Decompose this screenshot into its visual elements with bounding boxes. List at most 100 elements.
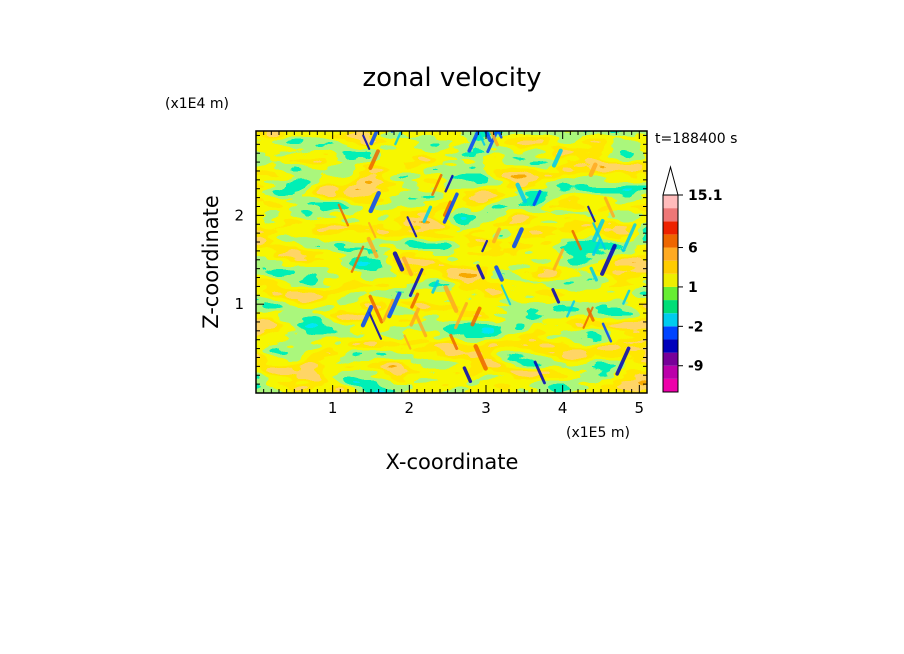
wave-streak [337,203,350,227]
wave-streak [481,239,489,253]
wave-streak [368,149,380,171]
wave-streak [470,306,482,327]
colorbar-segment [663,378,678,392]
wave-streak [588,162,598,178]
wave-streak [603,196,615,218]
colorbar-segment [663,326,678,340]
wave-streak [422,205,433,224]
wave-streak [552,248,565,271]
wave-streak [368,294,384,324]
wave-streak [551,288,561,304]
colorbar-segment [663,234,678,248]
colorbar-segment [663,260,678,274]
wave-streak [571,229,583,251]
y-axis-ticks: 12 [234,134,647,385]
y-axis-label: Z-coordinate [199,195,223,329]
wave-streak [462,366,473,384]
colorbar: 15.1 6 1 -2 -9 [662,165,723,393]
wave-streak [532,189,542,207]
wave-streak [403,334,412,350]
colorbar-label: 15.1 [688,188,723,204]
wave-streak [515,182,528,204]
contour-field [256,131,647,393]
wave-streak [406,216,418,238]
wave-streak [444,174,454,193]
wave-streak [600,243,617,276]
x-tick-label: 4 [558,399,568,417]
y-unit-label: (x1E4 m) [165,96,229,112]
wave-streak [621,223,637,253]
colorbar-segment [663,208,678,222]
wave-streak [382,298,395,323]
wave-streak [476,264,485,280]
wave-streak [473,344,488,371]
x-tick-label: 2 [405,399,415,417]
colorbar-segment [663,313,678,327]
wave-streak [500,284,512,306]
x-unit-label: (x1E5 m) [566,425,630,441]
y-tick-label: 2 [234,206,244,224]
x-axis-ticks: 1 2 3 4 5 [263,131,648,417]
wave-streak [362,134,371,150]
colorbar-segment [663,352,678,366]
wave-streak [592,218,605,242]
y-tick-label: 1 [234,295,244,313]
wave-streak [414,312,428,338]
x-tick-label: 1 [328,399,338,417]
colorbar-label: -9 [688,359,704,375]
wave-streak [401,256,414,277]
wave-streak [601,322,613,343]
wave-streak [492,227,502,244]
wave-streak [511,227,524,249]
wave-streak [431,173,443,196]
wave-streak [366,236,379,259]
wave-streak [497,131,503,139]
wave-streak [489,131,499,147]
wave-streak [392,251,405,272]
wave-streak [360,304,374,328]
wave-streak [592,222,606,250]
x-tick-label: 5 [635,399,645,417]
colorbar-segment [663,247,678,261]
wave-streak [368,311,383,340]
colorbar-segment [663,339,678,353]
colorbar-segment [663,221,678,235]
wave-streak [582,306,594,329]
wave-streak [368,222,377,239]
wave-streak [394,131,403,146]
wave-streak [533,360,546,385]
colorbar-segment [663,273,678,287]
chart-title: zonal velocity [362,63,541,93]
wave-streak [551,148,563,168]
wave-streak [442,192,459,224]
wave-streak [408,268,424,298]
wave-streak [566,300,576,318]
wave-streak [615,346,631,376]
colorbar-label: 6 [688,241,698,257]
wave-streak [587,205,596,223]
wave-streak [431,279,440,294]
wave-streak [592,238,602,256]
wave-streak [368,190,381,214]
wave-streak [369,131,379,146]
wave-streak [409,307,420,327]
wave-streak [589,266,598,282]
wave-streak [586,307,595,322]
time-label: t=188400 s [655,131,737,147]
colorbar-segment [663,365,678,379]
wave-streak [494,265,504,282]
wave-streak [443,285,459,313]
colorbar-segment [663,286,678,301]
colorbar-extend-arrow [662,165,679,196]
wave-streak [467,131,481,153]
colorbar-label: -2 [688,319,704,335]
wave-streak [410,292,420,309]
wave-streak [390,131,394,133]
wave-streak [350,245,365,273]
colorbar-segment [663,195,678,209]
x-axis-label: X-coordinate [386,450,519,474]
wave-streak [449,333,459,351]
wave-streak [442,200,453,217]
